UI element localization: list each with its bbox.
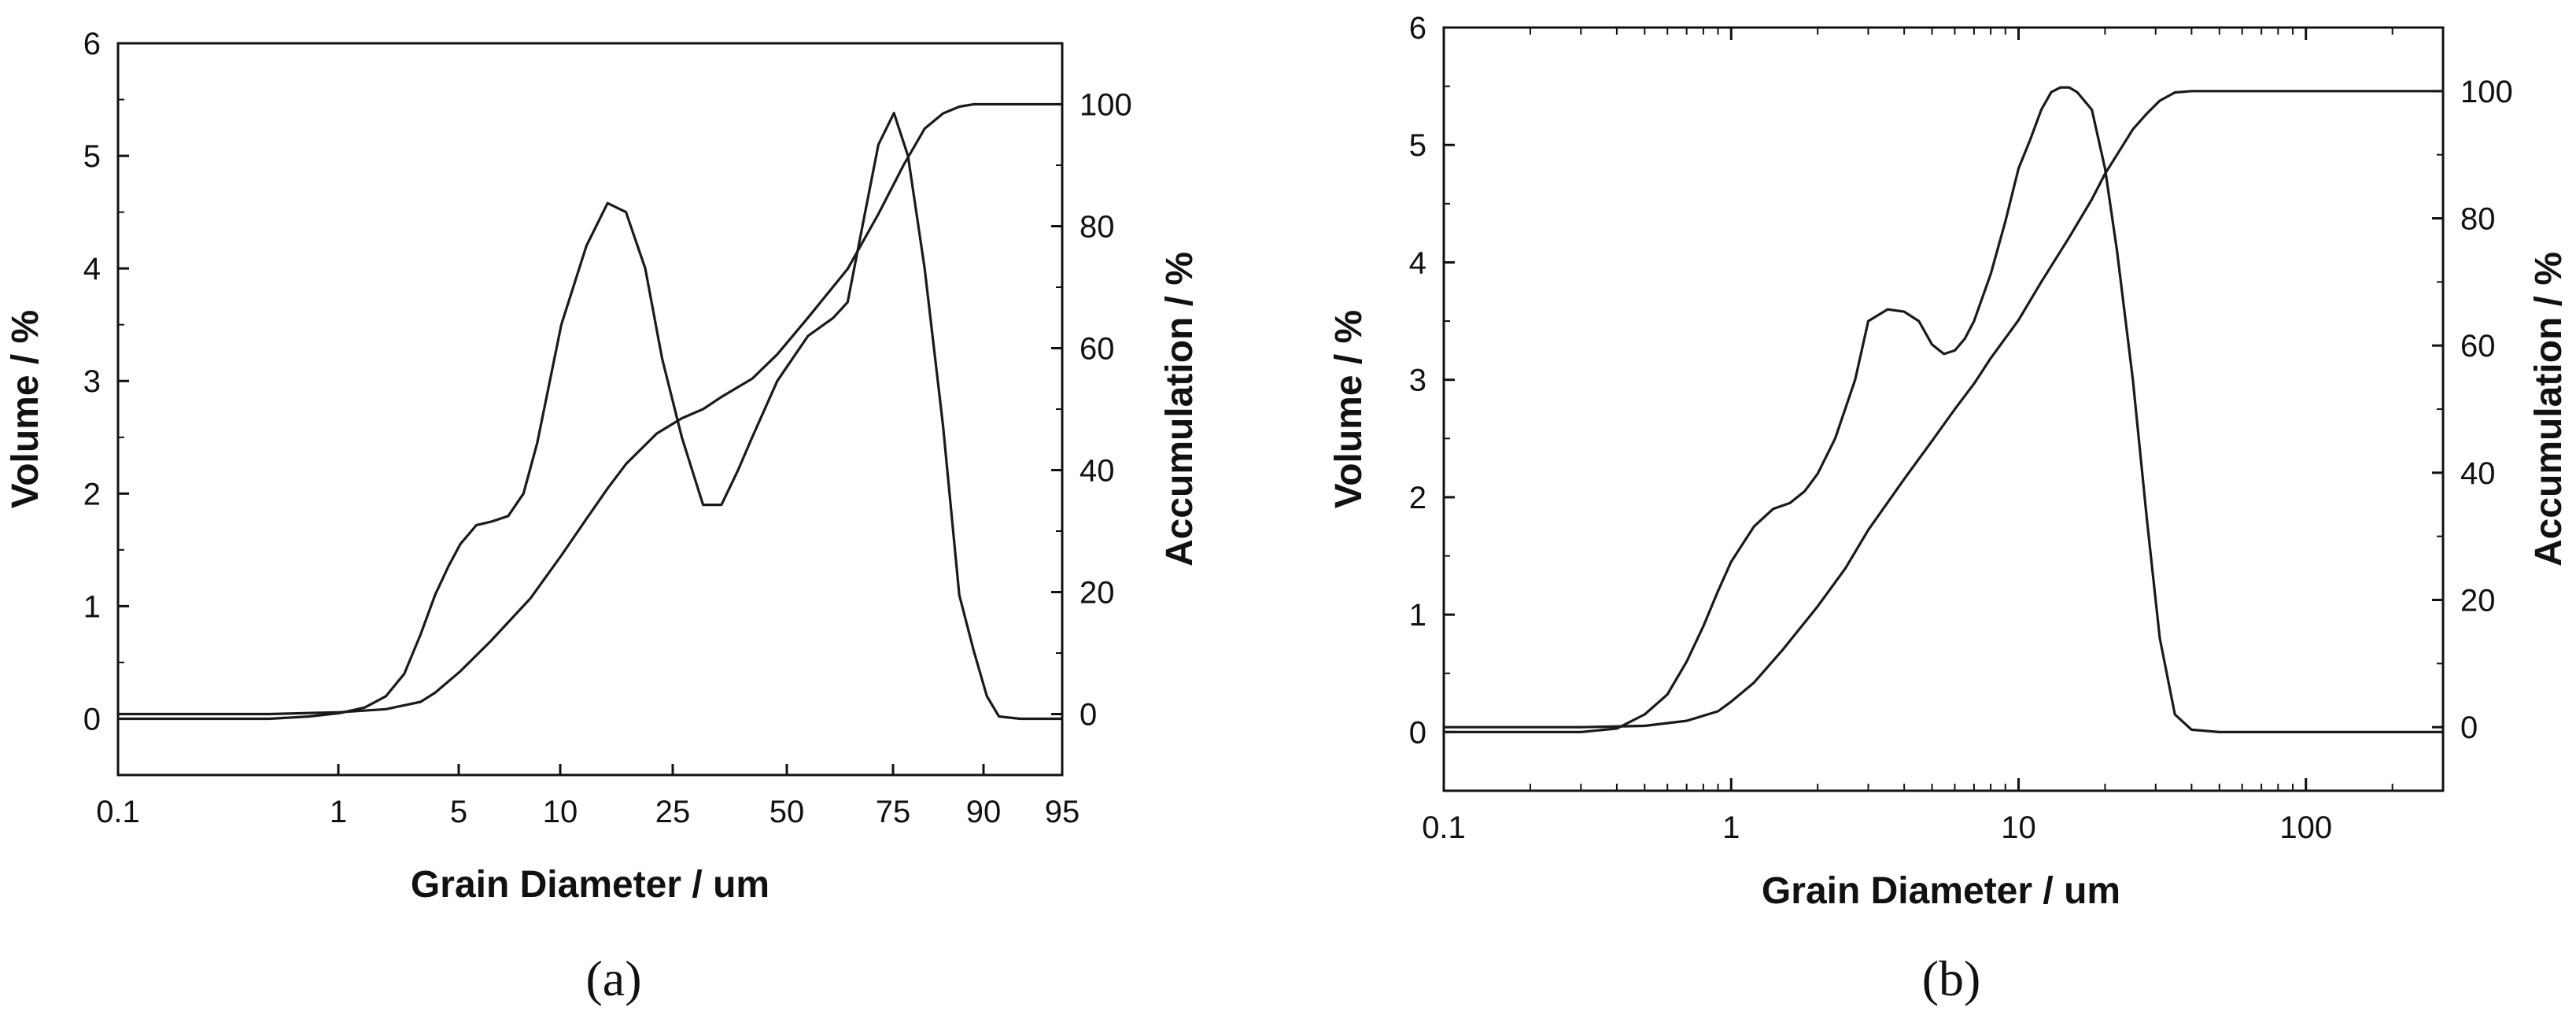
- y-tick-label-a-2: 2: [83, 477, 101, 511]
- x-tick-label-a-6: 75: [876, 795, 911, 829]
- y2-tick-label-a-2: 40: [1079, 454, 1115, 489]
- x-axis-title-b: Grain Diameter / um: [1762, 870, 2120, 912]
- y-tick-label-a-3: 3: [83, 364, 101, 399]
- x-tick-label-a-5: 50: [769, 795, 805, 829]
- x-axis-title-a: Grain Diameter / um: [411, 864, 769, 906]
- x-tick-label-b-3: 100: [2279, 810, 2332, 845]
- accumulation-curve-a: [118, 102, 1062, 716]
- y2-tick-label-a-4: 80: [1079, 210, 1115, 245]
- y-tick-label-a-1: 1: [83, 589, 101, 624]
- y2-tick-label-a-5: 100: [1079, 88, 1132, 123]
- volume-curve-a: [118, 112, 1062, 721]
- y-tick-label-b-6: 6: [1409, 11, 1426, 46]
- y2-axis-title-a: Accumulation / %: [1159, 252, 1201, 567]
- y2-tick-label-b-0: 0: [2460, 710, 2478, 745]
- y-tick-label-b-0: 0: [1409, 715, 1426, 750]
- y2-tick-label-b-3: 60: [2460, 329, 2496, 364]
- x-tick-label-a-7: 90: [966, 795, 1002, 829]
- y-tick-label-b-4: 4: [1409, 245, 1426, 280]
- y2-tick-label-b-1: 20: [2460, 584, 2496, 618]
- y2-axis-title-b: Accumulation / %: [2528, 252, 2570, 567]
- x-tick-label-b-0: 0.1: [1422, 810, 1466, 845]
- y-tick-label-b-1: 1: [1409, 598, 1426, 633]
- y-tick-label-b-3: 3: [1409, 364, 1426, 398]
- y-tick-label-b-5: 5: [1409, 128, 1426, 163]
- x-tick-label-a-4: 25: [655, 795, 691, 829]
- volume-curve-b: [1444, 86, 2443, 733]
- plot-frame-a: [116, 42, 1064, 777]
- x-tick-label-b-1: 1: [1722, 810, 1740, 845]
- y-tick-label-a-6: 6: [83, 27, 101, 61]
- y-tick-label-a-4: 4: [83, 252, 101, 286]
- y2-tick-label-a-3: 60: [1079, 332, 1115, 367]
- x-tick-label-a-1: 1: [330, 795, 347, 829]
- x-tick-label-b-2: 10: [2001, 810, 2036, 845]
- y2-tick-label-b-5: 100: [2460, 75, 2513, 109]
- panel-caption-a: (a): [585, 950, 641, 1006]
- x-tick-label-a-3: 10: [543, 795, 578, 829]
- accumulation-curve-b: [1444, 90, 2443, 729]
- y-tick-label-b-2: 2: [1409, 481, 1426, 515]
- y-axis-title-a: Volume / %: [5, 310, 46, 509]
- y-tick-label-a-5: 5: [83, 139, 101, 174]
- x-tick-label-a-2: 5: [450, 795, 467, 829]
- y2-tick-label-a-1: 20: [1079, 576, 1115, 611]
- y2-tick-label-b-2: 40: [2460, 456, 2496, 491]
- x-tick-label-a-8: 95: [1045, 795, 1080, 829]
- panel-caption-b: (b): [1922, 950, 1981, 1006]
- y-tick-label-a-0: 0: [83, 702, 101, 736]
- y-axis-title-b: Volume / %: [1328, 310, 1370, 509]
- y2-tick-label-b-4: 80: [2460, 202, 2496, 237]
- y2-tick-label-a-0: 0: [1079, 698, 1097, 733]
- x-tick-label-a-0: 0.1: [96, 795, 140, 829]
- plot-frame-b: [1442, 26, 2445, 792]
